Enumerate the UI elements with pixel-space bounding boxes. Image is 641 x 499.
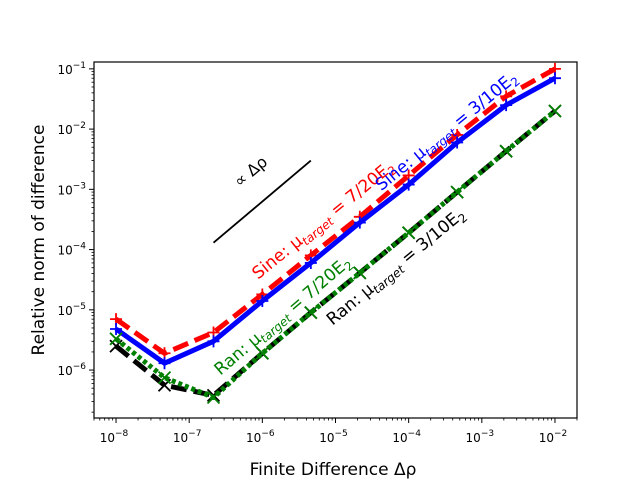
x-tick-label: 10−3 bbox=[466, 429, 495, 445]
data-point bbox=[206, 390, 221, 405]
series-line bbox=[114, 66, 557, 356]
data-point bbox=[353, 216, 366, 229]
data-point bbox=[499, 144, 513, 158]
series-3 bbox=[109, 104, 562, 405]
data-point bbox=[451, 136, 464, 149]
y-ticks: 10−6 10−5 10−4 10−3 10−2 10−1 bbox=[57, 61, 94, 413]
x-axis-label: Finite Difference Δρ bbox=[250, 460, 417, 480]
x-tick-label: 10−7 bbox=[173, 429, 202, 445]
data-point bbox=[548, 104, 562, 118]
x-tick-label: 10−2 bbox=[539, 429, 568, 445]
series-line bbox=[114, 109, 557, 400]
data-point bbox=[450, 185, 464, 199]
reference-slope-label: ∝ Δρ bbox=[230, 152, 271, 191]
y-axis-label: Relative norm of difference bbox=[29, 125, 49, 356]
y-tick-label: 10−5 bbox=[57, 302, 86, 318]
y-tick-label: 10−1 bbox=[57, 61, 86, 77]
data-point bbox=[157, 370, 172, 385]
y-tick-label: 10−4 bbox=[57, 242, 86, 258]
reference-slope-line bbox=[212, 159, 312, 244]
data-point bbox=[304, 305, 318, 320]
data-point bbox=[353, 266, 367, 280]
x-tick-label: 10−4 bbox=[392, 429, 421, 445]
x-tick-label: 10−6 bbox=[246, 429, 275, 445]
y-tick-label: 10−6 bbox=[57, 362, 86, 378]
series-1 bbox=[110, 72, 561, 370]
x-tick-label: 10−5 bbox=[319, 429, 348, 445]
y-tick-label: 10−2 bbox=[57, 121, 86, 137]
data-point bbox=[255, 346, 269, 360]
data-point bbox=[548, 72, 561, 85]
reference-line-group: ∝ Δρ bbox=[212, 152, 312, 244]
data-point bbox=[207, 335, 220, 348]
data-point bbox=[158, 357, 171, 370]
data-point bbox=[256, 295, 269, 308]
series-line bbox=[114, 76, 557, 366]
data-point bbox=[109, 332, 123, 346]
data-point bbox=[402, 226, 416, 240]
series-label-1: Sine: μtarget = 3/10E2 bbox=[372, 68, 523, 197]
y-tick-label: 10−3 bbox=[57, 181, 86, 197]
data-point bbox=[304, 256, 317, 269]
data-point bbox=[500, 99, 513, 112]
x-tick-label: 10−8 bbox=[100, 429, 129, 445]
data-point bbox=[110, 323, 123, 336]
x-ticks: 10−8 10−7 10−6 10−5 10−4 10−3 10−2 bbox=[93, 418, 578, 445]
series-layer bbox=[109, 62, 562, 405]
data-point bbox=[402, 178, 415, 191]
